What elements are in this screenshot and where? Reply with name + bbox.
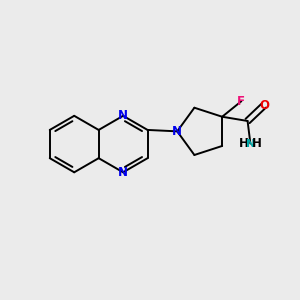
Text: O: O (259, 99, 269, 112)
Text: N: N (118, 109, 128, 122)
Text: H: H (252, 137, 262, 150)
Text: H: H (239, 137, 249, 150)
Text: N: N (172, 125, 182, 138)
Text: F: F (237, 95, 245, 108)
Text: N: N (118, 166, 128, 179)
Text: N: N (246, 139, 255, 148)
